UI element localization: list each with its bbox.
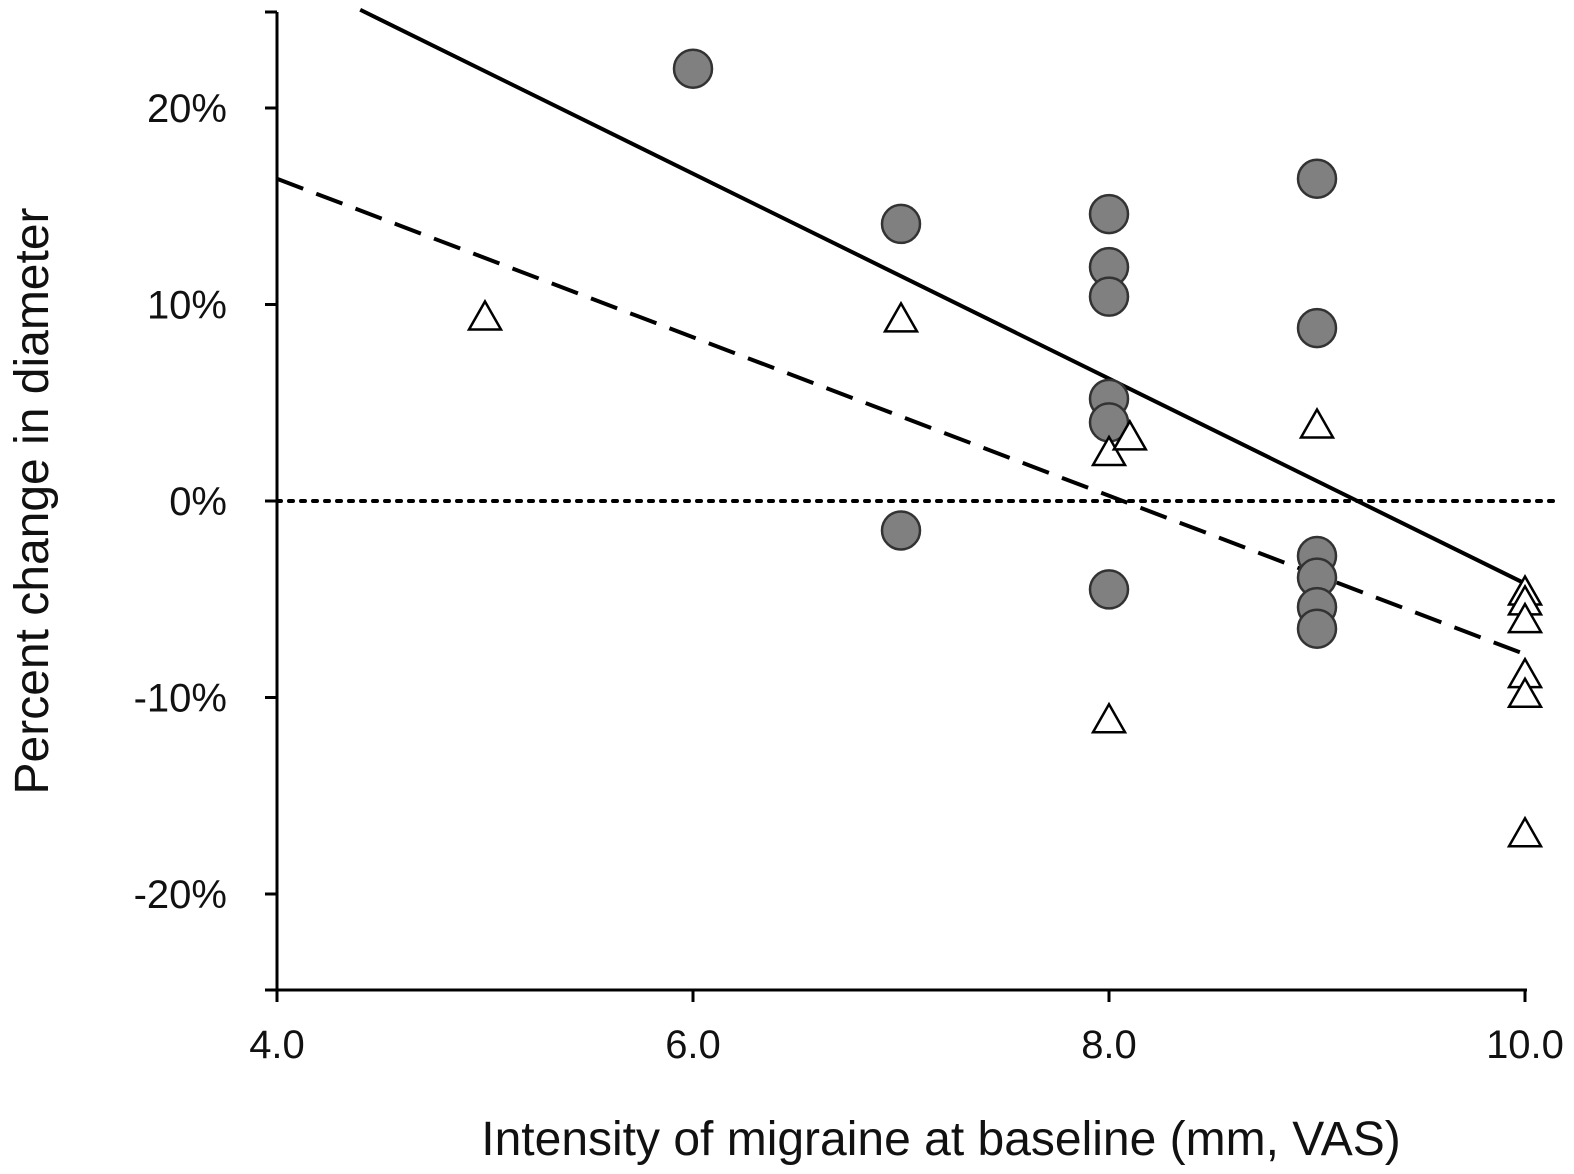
y-tick-label: -20% <box>134 873 227 917</box>
x-tick-label: 6.0 <box>665 1023 721 1067</box>
circle-point <box>1088 276 1130 317</box>
triangle-point <box>1506 815 1544 848</box>
circle-point <box>1088 193 1130 235</box>
triangle-point <box>1090 701 1128 734</box>
triangle-point <box>882 300 920 333</box>
triangle-point <box>1506 601 1544 634</box>
circle-point <box>1296 307 1338 349</box>
triangle-point <box>1298 407 1336 439</box>
dashed-fit-line <box>276 176 1526 657</box>
axis-labels: 20% 10% 0% -10% -20% 4.0 6.0 8.0 10.0 Intensity o… <box>6 87 1564 1166</box>
data-points <box>466 48 1544 848</box>
x-axis-title: Intensity of migraine at baseline (mm, V… <box>481 1113 1400 1166</box>
circle-point <box>880 510 922 551</box>
y-tick-label: 20% <box>147 87 227 131</box>
circle-point <box>1296 608 1338 649</box>
y-tick-label: 0% <box>169 480 227 524</box>
x-tick-label: 8.0 <box>1081 1023 1137 1067</box>
circle-point <box>1088 569 1130 610</box>
x-tick-label: 10.0 <box>1486 1023 1564 1067</box>
axes <box>265 10 1527 1002</box>
triangle-point <box>1090 434 1128 467</box>
y-axis-title: Percent change in diameter <box>6 207 59 794</box>
y-tick-label: -10% <box>134 677 227 721</box>
circle-point <box>1296 158 1338 199</box>
circle-point <box>672 48 714 89</box>
triangle-point <box>466 298 504 331</box>
solid-fit-line <box>359 7 1526 586</box>
triangle-point <box>1111 418 1148 451</box>
triangle-point <box>1506 676 1544 708</box>
y-tick-label: 10% <box>147 284 227 328</box>
circle-point <box>880 203 922 245</box>
x-tick-label: 4.0 <box>249 1023 305 1067</box>
